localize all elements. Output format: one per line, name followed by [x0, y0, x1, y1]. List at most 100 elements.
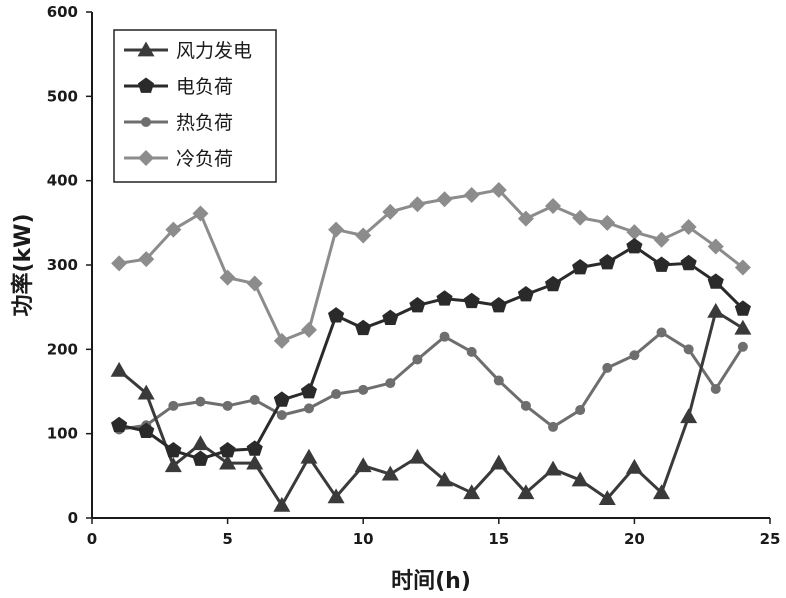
- data-point: [247, 440, 263, 455]
- data-point: [494, 376, 504, 386]
- data-point: [247, 276, 263, 292]
- data-point: [654, 232, 670, 248]
- data-point: [277, 410, 287, 420]
- data-point: [437, 191, 453, 207]
- x-tick-label: 20: [624, 530, 645, 548]
- data-point: [545, 276, 561, 291]
- legend-marker: [141, 117, 151, 127]
- data-point: [195, 397, 205, 407]
- data-point: [111, 255, 127, 271]
- data-point: [382, 310, 398, 325]
- data-point: [192, 435, 209, 450]
- data-point: [626, 238, 642, 253]
- legend-label: 冷负荷: [176, 148, 233, 170]
- data-point: [436, 290, 452, 305]
- data-point: [355, 457, 372, 472]
- data-point: [711, 384, 721, 394]
- series-line: [119, 246, 743, 459]
- y-tick-label: 0: [68, 509, 78, 527]
- legend-label: 风力发电: [176, 40, 252, 62]
- data-point: [301, 383, 317, 398]
- series-pentagon: [111, 238, 751, 466]
- data-point: [301, 322, 317, 338]
- data-point: [626, 459, 643, 474]
- x-tick-label: 0: [87, 530, 97, 548]
- data-point: [192, 450, 208, 465]
- data-point: [300, 449, 317, 464]
- data-point: [657, 327, 667, 337]
- data-point: [491, 297, 507, 312]
- data-point: [464, 293, 480, 308]
- data-point: [409, 449, 426, 464]
- data-point: [545, 461, 562, 476]
- data-point: [355, 320, 371, 335]
- data-point: [734, 320, 751, 335]
- data-point: [273, 497, 290, 512]
- data-point: [521, 401, 531, 411]
- y-tick-label: 100: [47, 425, 78, 443]
- y-tick-label: 200: [47, 340, 78, 358]
- data-point: [708, 273, 724, 288]
- data-point: [168, 401, 178, 411]
- data-point: [274, 333, 290, 349]
- data-point: [304, 403, 314, 413]
- data-point: [385, 378, 395, 388]
- legend-label: 热负荷: [176, 112, 233, 134]
- data-point: [409, 196, 425, 212]
- data-point: [680, 408, 697, 423]
- data-point: [111, 417, 127, 432]
- y-tick-label: 300: [47, 256, 78, 274]
- data-point: [412, 354, 422, 364]
- data-point: [358, 385, 368, 395]
- data-point: [572, 210, 588, 226]
- data-point: [602, 363, 612, 373]
- x-axis-title: 时间(h): [391, 569, 471, 594]
- x-tick-label: 15: [488, 530, 509, 548]
- series-line: [119, 190, 743, 341]
- series-triangle: [111, 303, 752, 512]
- data-point: [518, 286, 534, 301]
- data-point: [681, 255, 697, 270]
- data-point: [599, 215, 615, 231]
- y-axis-title: 功率(kW): [10, 213, 36, 316]
- data-point: [111, 362, 128, 377]
- data-point: [328, 307, 344, 322]
- data-point: [684, 344, 694, 354]
- data-point: [707, 303, 724, 318]
- data-point: [409, 297, 425, 312]
- data-point: [490, 455, 507, 470]
- series-line: [119, 311, 743, 505]
- data-point: [572, 259, 588, 274]
- series-circle: [114, 327, 748, 434]
- data-point: [545, 198, 561, 214]
- x-tick-label: 10: [353, 530, 374, 548]
- y-tick-label: 600: [47, 3, 78, 21]
- chart-series: [111, 182, 752, 512]
- chart-legend: 风力发电电负荷热负荷冷负荷: [114, 30, 276, 182]
- legend-label: 电负荷: [176, 76, 233, 98]
- data-point: [467, 347, 477, 357]
- data-point: [331, 389, 341, 399]
- x-tick-label: 25: [760, 530, 781, 548]
- series-line: [119, 332, 743, 429]
- data-point: [629, 350, 639, 360]
- y-tick-label: 500: [47, 87, 78, 105]
- data-point: [328, 222, 344, 238]
- data-point: [626, 224, 642, 240]
- y-tick-label: 400: [47, 172, 78, 190]
- data-point: [274, 391, 290, 406]
- data-point: [464, 187, 480, 203]
- data-point: [548, 422, 558, 432]
- data-point: [738, 342, 748, 352]
- data-point: [220, 442, 236, 457]
- data-point: [653, 257, 669, 272]
- data-point: [599, 254, 615, 269]
- data-point: [440, 332, 450, 342]
- data-point: [165, 442, 181, 457]
- data-point: [192, 206, 208, 222]
- data-point: [220, 270, 236, 286]
- data-point: [250, 395, 260, 405]
- data-point: [223, 401, 233, 411]
- data-point: [575, 405, 585, 415]
